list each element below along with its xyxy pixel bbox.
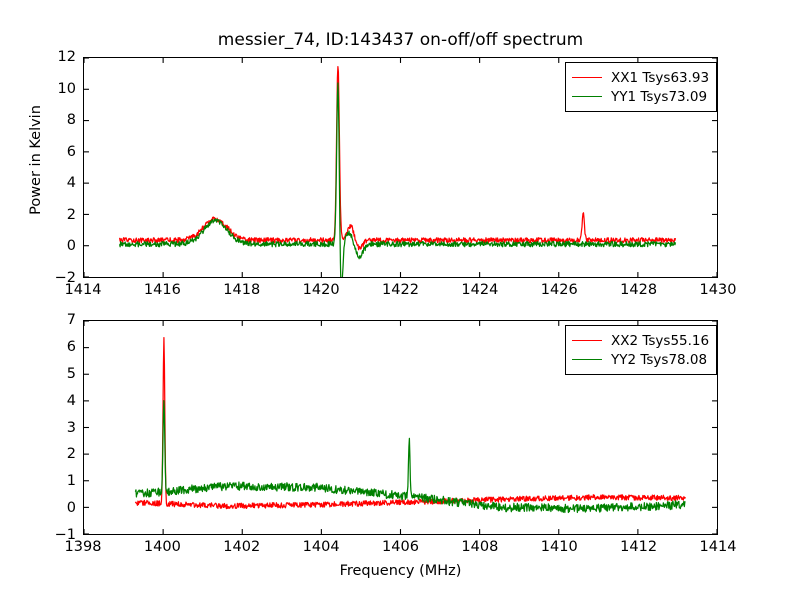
- y-tick-label: 10: [57, 80, 76, 97]
- legend-bottom[interactable]: XX2 Tsys55.16 YY2 Tsys78.08: [565, 325, 718, 375]
- x-tick-label: 1418: [223, 282, 261, 298]
- y-tick-label: 2: [66, 206, 76, 223]
- y-tick-label: −2: [54, 270, 76, 286]
- legend-item[interactable]: YY2 Tsys78.08: [572, 350, 709, 369]
- x-tick-label: 1414: [64, 282, 102, 298]
- x-tick-label: 1408: [461, 539, 499, 555]
- y-tick-label: 0: [66, 500, 76, 517]
- x-tick-label: 1428: [620, 282, 658, 298]
- x-tick-label: 1412: [620, 539, 658, 555]
- y-tick-label: 7: [66, 312, 76, 328]
- legend-label: XX1 Tsys63.93: [611, 69, 710, 86]
- legend-item[interactable]: YY1 Tsys73.09: [572, 87, 709, 106]
- legend-top[interactable]: XX1 Tsys63.93 YY1 Tsys73.09: [565, 62, 718, 112]
- legend-color-swatch: [572, 340, 602, 341]
- legend-label: YY1 Tsys73.09: [611, 88, 708, 105]
- y-tick-labels-bottom: −1 0 1 2 3 4 5 6 7: [0, 312, 76, 543]
- x-tick-label: 1426: [540, 282, 578, 298]
- y-tick-label: 6: [66, 338, 76, 355]
- y-axis-title-top: Power in Kelvin: [28, 105, 44, 215]
- y-tick-label: 12: [57, 49, 76, 65]
- x-tick-label: 1422: [382, 282, 419, 298]
- spectrum-line: [134, 337, 686, 510]
- y-tick-label: 8: [66, 112, 76, 129]
- page-title: messier_74, ID:143437 on-off/off spectru…: [217, 30, 584, 50]
- spectrum-line: [118, 82, 677, 277]
- legend-item[interactable]: XX2 Tsys55.16: [572, 331, 709, 350]
- y-tick-labels-top: −2 0 2 4 6 8 10 12: [0, 49, 76, 286]
- y-tick-label: 3: [66, 419, 76, 436]
- x-tick-label: 1398: [64, 539, 102, 555]
- y-tick-label: 6: [66, 143, 76, 160]
- x-tick-labels-top: 1414 1416 1418 1420 1422 1424 1426 1428 1430: [65, 282, 737, 304]
- series-group: [118, 66, 677, 277]
- legend-label: XX2 Tsys55.16: [611, 332, 710, 349]
- legend-color-swatch: [572, 77, 602, 78]
- x-axis-title: Frequency (MHz): [339, 563, 462, 579]
- y-tick-label: 0: [66, 238, 76, 255]
- x-tick-label: 1410: [540, 539, 578, 555]
- x-tick-labels-bottom: 1398 1400 1402 1404 1406 1408 1410 1412 1414: [65, 539, 737, 561]
- y-tick-label: 4: [66, 175, 76, 192]
- series-group: [134, 337, 686, 514]
- y-tick-label: −1: [54, 527, 76, 543]
- x-tick-label: 1420: [302, 282, 340, 298]
- x-tick-label: 1402: [223, 539, 261, 555]
- x-tick-label: 1424: [461, 282, 499, 298]
- spectrum-line: [134, 400, 686, 514]
- x-tick-label: 1416: [143, 282, 181, 298]
- legend-label: YY2 Tsys78.08: [611, 351, 708, 368]
- y-tick-label: 1: [66, 473, 76, 490]
- x-tick-label: 1430: [699, 282, 737, 298]
- legend-color-swatch: [572, 359, 602, 360]
- legend-color-swatch: [572, 96, 602, 97]
- x-tick-label: 1414: [699, 539, 737, 555]
- y-tick-label: 4: [66, 392, 76, 409]
- y-tick-label: 2: [66, 446, 76, 463]
- legend-item[interactable]: XX1 Tsys63.93: [572, 68, 709, 87]
- x-tick-label: 1406: [382, 539, 419, 555]
- x-tick-label: 1404: [302, 539, 340, 555]
- x-tick-label: 1400: [143, 539, 181, 555]
- y-tick-label: 5: [66, 365, 76, 382]
